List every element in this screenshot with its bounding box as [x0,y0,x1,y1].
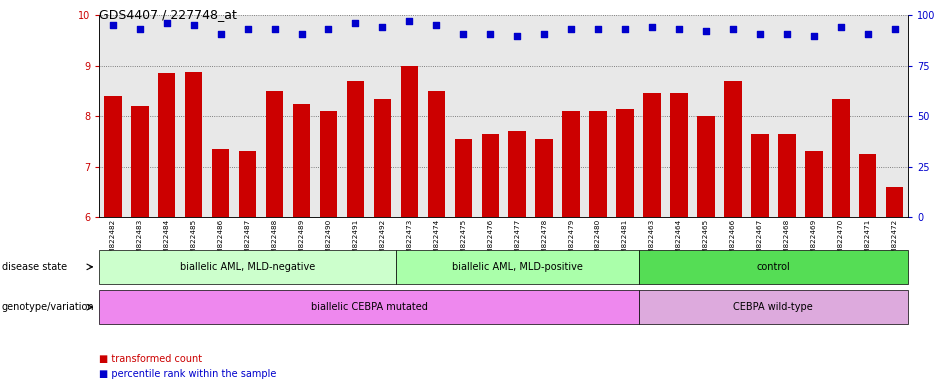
Bar [400,66,418,217]
Bar [158,73,176,217]
Bar [320,111,338,217]
Bar [212,149,230,217]
Text: biallelic CEBPA mutated: biallelic CEBPA mutated [310,302,428,312]
Text: biallelic AML, MLD-positive: biallelic AML, MLD-positive [452,262,583,272]
Text: ■ transformed count: ■ transformed count [99,354,202,364]
Point [887,26,902,33]
Bar [346,81,364,217]
Bar [724,81,742,217]
Point [213,30,228,36]
Text: control: control [757,262,790,272]
Bar [859,154,877,217]
Text: genotype/variation: genotype/variation [2,302,95,312]
Point [105,22,120,28]
Bar [885,187,903,217]
Point [375,25,390,31]
Point [536,30,552,36]
Bar [454,139,472,217]
Bar [562,111,580,217]
Point [510,33,525,39]
Bar [535,139,553,217]
Point [860,30,875,36]
Bar [292,104,310,217]
Bar [697,116,715,217]
Text: CEBPA wild-type: CEBPA wild-type [733,302,814,312]
Point [618,26,633,33]
Bar [805,151,823,217]
Point [590,26,605,33]
Bar [778,134,796,217]
Point [186,22,201,28]
Bar [508,131,526,217]
Point [806,33,821,39]
Point [132,26,148,33]
Text: GDS4407 / 227748_at: GDS4407 / 227748_at [99,8,237,22]
Point [644,25,659,31]
Bar [643,93,661,217]
Point [348,20,363,26]
Point [672,26,687,33]
Bar [374,99,392,217]
Bar [104,96,122,217]
Text: disease state: disease state [2,262,67,272]
Bar [832,99,850,217]
Text: biallelic AML, MLD-negative: biallelic AML, MLD-negative [180,262,315,272]
Point [564,26,579,33]
Bar [266,91,284,217]
Point [240,26,255,33]
Point [294,30,309,36]
Point [402,18,417,25]
Bar [184,72,202,217]
Point [698,28,713,35]
Point [726,26,741,33]
Point [321,26,336,33]
Point [429,22,444,28]
Bar [428,91,446,217]
Bar [238,151,256,217]
Point [267,26,282,33]
Bar [482,134,499,217]
Point [780,30,795,36]
Point [752,30,767,36]
Point [482,30,498,36]
Bar [131,106,149,217]
Text: ■ percentile rank within the sample: ■ percentile rank within the sample [99,369,276,379]
Point [456,30,471,36]
Bar [670,93,688,217]
Bar [751,134,769,217]
Bar [616,109,634,217]
Bar [589,111,607,217]
Point [159,20,174,26]
Point [833,25,849,31]
